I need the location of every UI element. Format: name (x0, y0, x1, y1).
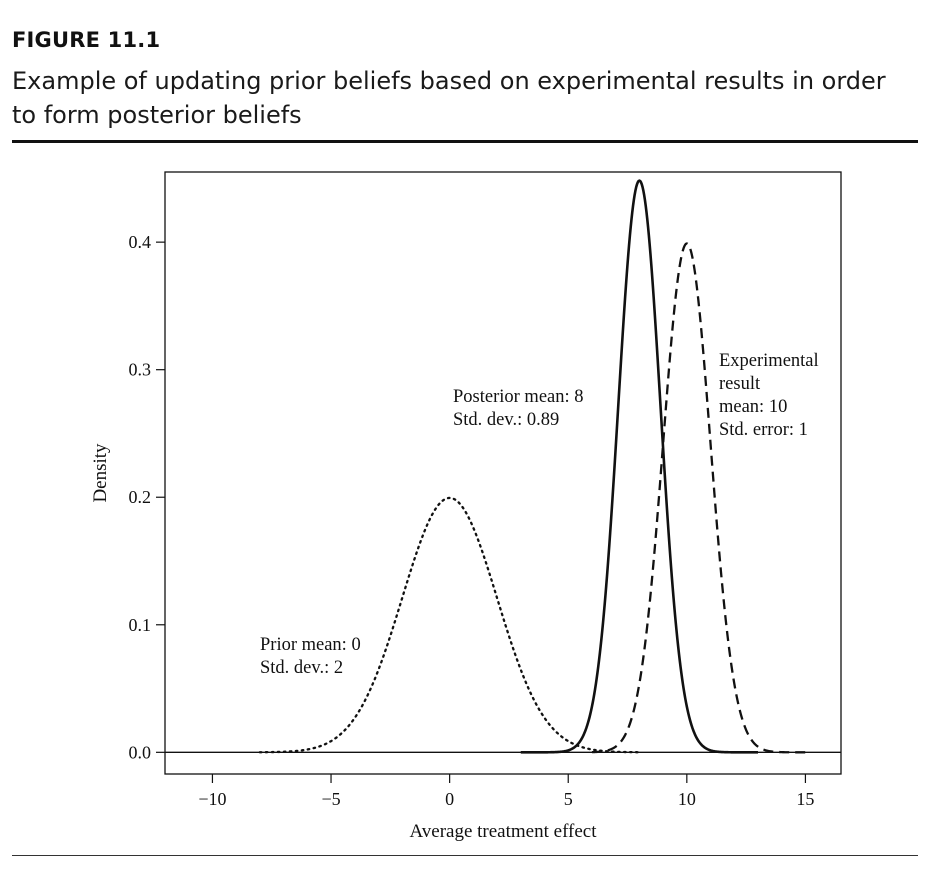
y-axis-label: Density (90, 443, 111, 503)
posterior-annotation: Posterior mean: 8 Std. dev.: 0.89 (453, 387, 584, 430)
y-tick-label: 0.2 (129, 487, 152, 507)
posterior-annotation-line: Std. dev.: 0.89 (453, 410, 559, 430)
top-rule (12, 140, 918, 143)
experimental-annotation-line: Std. error: 1 (719, 420, 808, 440)
experimental-annotation-line: mean: 10 (719, 397, 787, 417)
prior-annotation-line: Prior mean: 0 (260, 635, 361, 655)
prior-annotation-line: Std. dev.: 2 (260, 658, 343, 678)
x-tick-label: 10 (678, 789, 696, 809)
posterior-density-curve (520, 179, 759, 754)
experimental-density-curve (591, 242, 806, 754)
x-tick-label: 5 (564, 789, 573, 809)
axis-ticks: −10 −5 0 5 10 15 0.0 0.1 0.2 0.3 0.4 (129, 232, 815, 809)
figure-caption: Example of updating prior beliefs based … (12, 67, 886, 129)
y-tick-label: 0.3 (129, 360, 152, 380)
experimental-annotation-line: Experimental (719, 351, 819, 371)
bottom-rule (12, 855, 918, 856)
y-tick-label: 0.0 (129, 742, 152, 762)
x-tick-label: 0 (445, 789, 454, 809)
experimental-annotation-line: result (719, 374, 761, 394)
posterior-annotation-line: Posterior mean: 8 (453, 387, 584, 407)
x-tick-label: −10 (198, 789, 226, 809)
figure-label: FIGURE 11.1 (12, 28, 161, 52)
plot-frame (164, 171, 842, 775)
prior-density-curve (258, 496, 641, 754)
density-curves (165, 179, 841, 754)
curve-annotations: Prior mean: 0 Std. dev.: 2 Posterior mean:… (260, 351, 819, 678)
x-axis-label: Average treatment effect (409, 821, 597, 842)
prior-annotation: Prior mean: 0 Std. dev.: 2 (260, 635, 361, 678)
y-tick-label: 0.1 (129, 615, 152, 635)
x-tick-label: 15 (796, 789, 814, 809)
x-tick-label: −5 (321, 789, 340, 809)
density-chart: −10 −5 0 5 10 15 0.0 0.1 0.2 0.3 0.4 Prior mean: 0… (90, 171, 842, 842)
experimental-annotation: Experimental result mean: 10 Std. error: 1 (719, 351, 819, 440)
y-tick-label: 0.4 (129, 232, 152, 252)
